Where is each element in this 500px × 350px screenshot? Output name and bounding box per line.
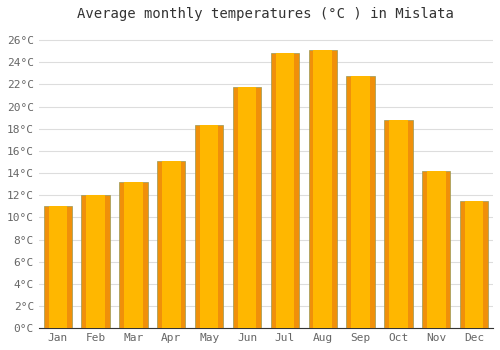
Bar [200, 125, 218, 328]
Bar [270, 54, 299, 328]
Bar [308, 50, 337, 328]
Bar [352, 76, 370, 328]
Bar [346, 76, 375, 328]
Bar [48, 206, 67, 328]
Bar [460, 201, 488, 328]
Title: Average monthly temperatures (°C ) in Mislata: Average monthly temperatures (°C ) in Mi… [78, 7, 454, 21]
Bar [314, 50, 332, 328]
Bar [238, 87, 256, 328]
Bar [276, 54, 294, 328]
Bar [427, 171, 446, 328]
Bar [389, 120, 407, 328]
Bar [86, 195, 105, 328]
Bar [119, 182, 148, 328]
Bar [82, 195, 110, 328]
Bar [157, 161, 186, 328]
Bar [44, 206, 72, 328]
Bar [465, 201, 483, 328]
Bar [384, 120, 412, 328]
Bar [422, 171, 450, 328]
Bar [124, 182, 142, 328]
Bar [233, 87, 261, 328]
Bar [162, 161, 180, 328]
Bar [195, 125, 224, 328]
